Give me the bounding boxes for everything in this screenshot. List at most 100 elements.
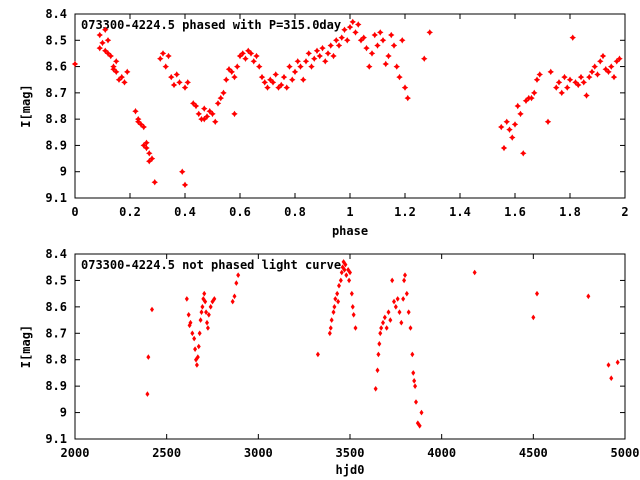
data-point bbox=[190, 100, 197, 107]
x-tick-label: 4000 bbox=[427, 446, 456, 460]
data-point bbox=[242, 55, 249, 62]
data-point bbox=[333, 296, 338, 302]
data-point bbox=[599, 52, 607, 60]
data-point bbox=[186, 311, 191, 318]
y-tick-label: 8.7 bbox=[45, 326, 67, 340]
x-tick-label: 2000 bbox=[61, 446, 90, 460]
data-point bbox=[181, 181, 189, 189]
data-point bbox=[388, 317, 393, 323]
data-point bbox=[278, 81, 285, 89]
data-point bbox=[531, 314, 536, 321]
data-point bbox=[349, 18, 356, 26]
data-point bbox=[404, 94, 411, 102]
data-point bbox=[294, 58, 301, 65]
data-point bbox=[609, 375, 614, 382]
data-point bbox=[327, 42, 334, 49]
chart-title: 073300-4224.5 not phased light curve bbox=[81, 258, 341, 272]
data-point bbox=[413, 383, 418, 389]
y-axis-title: I[mag] bbox=[19, 325, 33, 368]
y-tick-label: 9 bbox=[60, 406, 67, 420]
data-point bbox=[606, 362, 611, 368]
data-point bbox=[528, 94, 535, 102]
x-tick-label: 1.8 bbox=[559, 205, 581, 219]
data-point bbox=[374, 42, 381, 49]
data-point bbox=[198, 317, 203, 323]
data-point bbox=[381, 319, 385, 326]
data-point bbox=[176, 79, 183, 86]
data-point bbox=[146, 354, 151, 360]
y-tick-label: 9 bbox=[60, 165, 67, 179]
chart-title: 073300-4224.5 phased with P=315.0day bbox=[81, 18, 341, 32]
data-point bbox=[173, 71, 180, 78]
data-point bbox=[205, 319, 209, 326]
data-point bbox=[506, 126, 513, 133]
data-point bbox=[204, 309, 209, 315]
data-point bbox=[335, 42, 343, 49]
data-point bbox=[313, 47, 321, 54]
data-point bbox=[363, 44, 370, 52]
data-point bbox=[572, 79, 579, 86]
data-point bbox=[234, 63, 241, 70]
x-tick-label: 1 bbox=[346, 205, 353, 219]
data-point bbox=[210, 298, 215, 305]
data-point bbox=[343, 261, 348, 268]
data-point bbox=[351, 311, 356, 318]
data-point bbox=[396, 73, 403, 81]
data-point bbox=[289, 76, 296, 83]
data-point bbox=[553, 84, 560, 91]
data-point bbox=[192, 102, 200, 110]
data-point bbox=[575, 81, 582, 89]
data-point bbox=[261, 79, 268, 86]
data-point bbox=[594, 71, 601, 78]
data-point bbox=[408, 325, 413, 331]
data-point bbox=[234, 280, 239, 286]
data-point bbox=[533, 76, 541, 83]
data-point bbox=[118, 73, 125, 81]
data-point bbox=[267, 76, 274, 83]
x-tick-label: 4500 bbox=[519, 446, 548, 460]
data-point bbox=[616, 55, 623, 62]
data-point bbox=[347, 277, 352, 284]
y-tick-label: 8.7 bbox=[45, 86, 67, 100]
data-point bbox=[113, 68, 120, 76]
plot-frame bbox=[74, 13, 626, 199]
y-tick-label: 8.6 bbox=[45, 60, 67, 74]
data-point bbox=[143, 144, 150, 152]
data-point bbox=[195, 110, 202, 118]
data-point bbox=[137, 121, 145, 128]
data-point bbox=[411, 370, 416, 376]
data-point bbox=[140, 123, 147, 131]
data-point bbox=[503, 118, 510, 125]
y-tick-label: 8.8 bbox=[45, 112, 67, 126]
data-point bbox=[209, 110, 216, 118]
data-point bbox=[352, 29, 359, 36]
data-point bbox=[110, 66, 117, 73]
data-point bbox=[377, 29, 384, 36]
data-point bbox=[472, 269, 477, 276]
data-point bbox=[414, 399, 418, 405]
x-tick-label: 3000 bbox=[244, 446, 273, 460]
data-point bbox=[344, 272, 349, 278]
data-point bbox=[184, 79, 191, 86]
data-point bbox=[421, 55, 428, 62]
x-tick-label: 0.8 bbox=[284, 205, 306, 219]
data-point bbox=[399, 37, 406, 44]
data-point bbox=[308, 63, 315, 70]
data-point bbox=[264, 84, 271, 91]
data-point bbox=[406, 309, 411, 315]
data-point bbox=[344, 37, 351, 44]
x-tick-label: 0.6 bbox=[229, 205, 251, 219]
data-point bbox=[319, 44, 326, 52]
data-point bbox=[332, 304, 337, 310]
data-point bbox=[376, 351, 381, 358]
data-point bbox=[328, 325, 333, 331]
data-point bbox=[348, 269, 352, 276]
data-point bbox=[615, 359, 620, 366]
data-point bbox=[498, 123, 505, 131]
data-point bbox=[583, 92, 590, 99]
y-tick-label: 8.6 bbox=[45, 300, 67, 314]
data-point bbox=[410, 351, 415, 358]
data-point bbox=[96, 31, 103, 39]
data-point bbox=[146, 150, 153, 157]
